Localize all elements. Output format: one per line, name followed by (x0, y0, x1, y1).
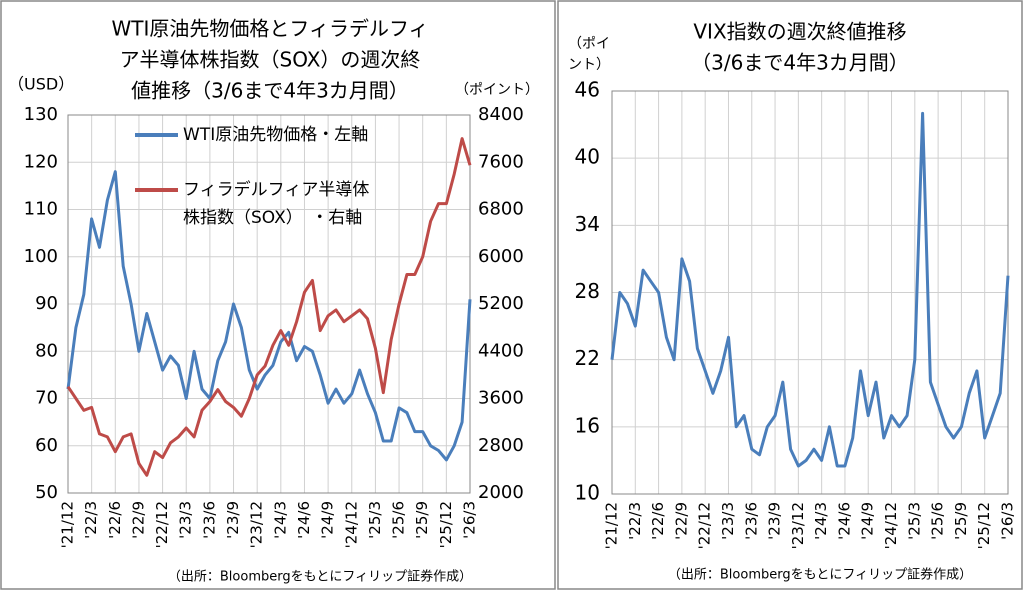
y2-tick-label: 5200 (478, 293, 524, 314)
x-tick-label: '24/6 (835, 502, 853, 540)
series-line (610, 111, 1010, 468)
x-tick-label: '25/3 (366, 501, 384, 539)
chart-title: WTI原油先物価格とフィラデルフィ (111, 17, 428, 41)
x-tick-label: '24/9 (319, 501, 337, 539)
x-tick-label: '23/9 (224, 501, 242, 539)
source-note: （出所：Bloombergをもとにフィリップ証券作成） (668, 567, 972, 583)
x-tick-label: '21/12 (59, 501, 77, 548)
chart-title: （3/6まで4年3カ月間） (691, 51, 909, 75)
y-tick-label: 130 (24, 104, 58, 125)
x-tick-label: '24/12 (882, 502, 900, 549)
x-tick-label: '23/3 (177, 501, 195, 539)
source-note: （出所：Bloombergをもとにフィリップ証券作成） (168, 569, 472, 585)
x-tick-label: '25/6 (390, 501, 408, 539)
y-tick-label: 100 (24, 246, 58, 267)
legend-label: 株指数（SOX） ・右軸 (183, 208, 362, 228)
x-tick-label: '23/9 (766, 502, 784, 540)
y2-tick-label: 7600 (478, 151, 524, 172)
legend-label: WTI原油先物価格・左軸 (183, 125, 368, 145)
x-tick-label: '22/12 (696, 502, 714, 549)
x-tick-label: '26/3 (999, 502, 1017, 540)
y-axis-label: ント） (568, 57, 610, 73)
series-line (66, 137, 472, 477)
x-tick-label: '26/3 (461, 501, 479, 539)
x-tick-label: '22/9 (672, 502, 690, 540)
x-tick-label: '22/12 (153, 501, 171, 548)
y-tick-label: 110 (24, 199, 58, 220)
y-tick-label: 28 (575, 279, 600, 303)
chart-title: 値推移（3/6まで4年3カ月間） (131, 79, 409, 103)
x-tick-label: '23/12 (248, 501, 266, 548)
x-tick-label: '25/9 (413, 501, 431, 539)
x-tick-label: '24/9 (859, 502, 877, 540)
x-tick-label: '22/3 (82, 501, 100, 539)
legend-label: フィラデルフィア半導体 (183, 179, 369, 200)
y-tick-label: 16 (575, 413, 600, 437)
y-tick-label: 46 (575, 78, 600, 102)
x-tick-label: '25/12 (975, 502, 993, 549)
y-tick-label: 10 (575, 481, 600, 505)
y2-tick-label: 2000 (478, 482, 524, 503)
right-panel (557, 0, 1023, 590)
y-tick-label: 40 (575, 145, 600, 169)
x-tick-label: '22/6 (106, 501, 124, 539)
y-tick-label: 60 (35, 435, 58, 456)
x-tick-label: '23/12 (789, 502, 807, 549)
left-panel (0, 0, 556, 590)
y2-axis-label: （ポイント） (455, 82, 539, 98)
y2-tick-label: 4400 (478, 340, 524, 361)
y2-tick-label: 3600 (478, 388, 524, 409)
y2-tick-label: 6800 (478, 199, 524, 220)
x-tick-label: '21/12 (603, 502, 621, 549)
x-tick-label: '24/12 (342, 501, 360, 548)
x-tick-label: '22/6 (649, 502, 667, 540)
x-tick-label: '23/6 (200, 501, 218, 539)
y-tick-label: 90 (35, 293, 58, 314)
series-line (66, 170, 472, 462)
y-tick-label: 80 (35, 340, 58, 361)
y-tick-label: 34 (575, 212, 600, 236)
x-tick-label: '22/9 (129, 501, 147, 539)
chart-title: VIX指数の週次終値推移 (693, 20, 906, 44)
y-tick-label: 120 (24, 151, 58, 172)
x-tick-label: '25/3 (905, 502, 923, 540)
x-tick-label: '25/6 (929, 502, 947, 540)
y2-tick-label: 6000 (478, 246, 524, 267)
y2-tick-label: 8400 (478, 104, 524, 125)
x-tick-label: '25/12 (437, 501, 455, 548)
x-tick-label: '24/6 (295, 501, 313, 539)
y-tick-label: 70 (35, 388, 58, 409)
x-tick-label: '23/3 (719, 502, 737, 540)
chart-title: ア半導体株指数（SOX）の週次終 (120, 48, 421, 72)
y-tick-label: 22 (575, 346, 600, 370)
y-tick-label: 50 (35, 482, 58, 503)
y-axis-label: （USD） (8, 75, 74, 94)
x-tick-label: '24/3 (271, 501, 289, 539)
y2-tick-label: 2800 (478, 435, 524, 456)
x-tick-label: '25/9 (952, 502, 970, 540)
y-axis-label: （ポイ (568, 36, 610, 52)
x-tick-label: '22/3 (626, 502, 644, 540)
x-tick-label: '24/3 (812, 502, 830, 540)
x-tick-label: '23/6 (742, 502, 760, 540)
